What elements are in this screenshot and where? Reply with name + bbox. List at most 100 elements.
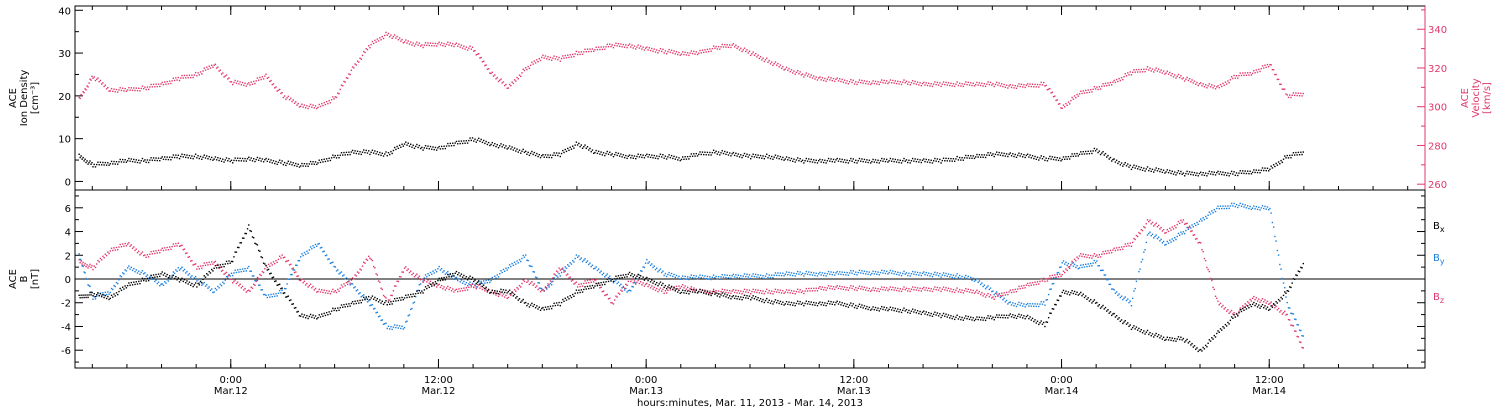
density-series-point [275, 160, 277, 163]
density-series-point [746, 153, 748, 155]
bx-series-point [255, 243, 257, 245]
velocity-series-point [716, 48, 719, 50]
velocity-series-point [312, 104, 314, 106]
bz-series-point [644, 283, 647, 286]
bx-series-point [997, 316, 999, 319]
bz-series-point [866, 287, 868, 289]
bx-series-point [495, 292, 497, 295]
density-series-point [1156, 170, 1159, 172]
bx-series-point [118, 290, 120, 293]
velocity-series-point [351, 66, 354, 68]
bx-series-point [1211, 336, 1213, 339]
bz-series-point [898, 290, 900, 292]
bz-series-point [1240, 308, 1243, 311]
density-series-point [758, 157, 761, 159]
bz-series-point [918, 289, 920, 292]
by-series-point [971, 279, 973, 281]
bx-series-point [1070, 292, 1072, 294]
by-series-point [470, 284, 473, 286]
density-series-point [527, 151, 529, 154]
velocity-series-point [1030, 85, 1033, 88]
bz-series-point [716, 292, 719, 295]
by-series-point [324, 254, 327, 257]
bz-series-point [293, 271, 296, 274]
bx-series-point [678, 289, 680, 291]
bx-series-point [630, 274, 632, 277]
bx-series-point [176, 279, 178, 281]
density-series-point [489, 144, 491, 147]
bz-series-point [480, 285, 482, 288]
bz-series-point [290, 263, 292, 266]
by-series-point [955, 275, 957, 277]
velocity-series-point [1117, 80, 1119, 83]
velocity-series-point [93, 76, 95, 78]
bx-series-point [908, 309, 910, 312]
density-series-point [1035, 158, 1037, 160]
velocity-series-point [136, 89, 139, 92]
velocity-series-point [202, 70, 204, 72]
density-series-point [183, 154, 186, 156]
bx-series-point [1167, 339, 1170, 341]
bz-series-point [499, 293, 501, 296]
bx-series-point [1176, 338, 1178, 340]
by-series-point [1003, 297, 1005, 300]
bz-series-point [411, 273, 413, 276]
by-series-point [177, 267, 180, 269]
bz-series-point [1076, 256, 1078, 258]
by-series-point [934, 271, 936, 274]
bz-series-point [735, 289, 737, 291]
density-series-point [564, 148, 566, 151]
by-series-point [130, 266, 133, 269]
velocity-series-point [649, 49, 652, 52]
by-series-point [303, 251, 306, 254]
density-series-point [810, 158, 812, 161]
velocity-series-point [1275, 73, 1277, 76]
velocity-series-point [333, 98, 335, 100]
bz-series-point [1161, 230, 1164, 232]
bx-series-point [180, 279, 182, 281]
bz-series-point [1049, 275, 1051, 277]
density-series-point [741, 156, 743, 159]
density-series-point [262, 161, 265, 163]
density-series-point [1232, 173, 1234, 175]
bx-series-point [1038, 323, 1040, 326]
bx-series-point [418, 289, 421, 292]
bz-series-point [392, 290, 395, 292]
by-series-point [731, 275, 733, 277]
bz-series-point [848, 287, 851, 289]
by-series-point [631, 285, 633, 288]
density-series-point [1133, 164, 1135, 166]
density-series-point [142, 160, 145, 162]
by-series-point [960, 277, 962, 280]
by-series-point [108, 293, 110, 295]
bz-series-point [1198, 241, 1201, 244]
bx-series-point [361, 299, 364, 301]
by-series-point [134, 270, 136, 273]
density-series-point [295, 162, 297, 165]
by-series-point [104, 291, 107, 294]
velocity-series-point [779, 64, 782, 66]
density-series-point [445, 145, 448, 147]
velocity-series-point [1092, 88, 1094, 90]
bx-series-point [319, 316, 322, 318]
by-series-point [209, 289, 212, 292]
bz-series-point [84, 262, 86, 265]
by-series-point [832, 271, 835, 274]
bx-series-point [204, 276, 207, 278]
velocity-series-point [83, 91, 85, 94]
velocity-series-point [1129, 71, 1131, 73]
density-series-point [1255, 169, 1258, 171]
bz-series-point [1115, 247, 1118, 249]
bz-series-point [814, 290, 816, 292]
by-series-point [207, 287, 209, 289]
bx-series-point [271, 276, 273, 279]
velocity-series-point [604, 48, 606, 50]
by-series-point [455, 276, 458, 279]
b-tick-label: -4 [61, 322, 71, 333]
velocity-series-point [140, 87, 142, 90]
bz-series-point [902, 288, 904, 290]
by-series-point [953, 277, 956, 279]
bx-series-point [81, 296, 83, 299]
by-series-point [371, 303, 374, 306]
velocity-series-point [245, 85, 248, 87]
